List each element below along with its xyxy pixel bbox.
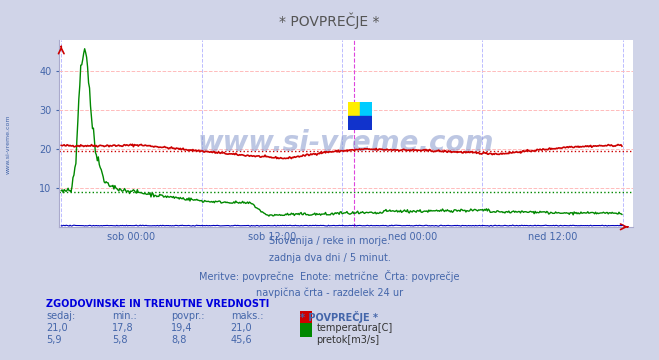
Text: povpr.:: povpr.: bbox=[171, 311, 205, 321]
Text: 5,9: 5,9 bbox=[46, 335, 62, 345]
Text: 19,4: 19,4 bbox=[171, 323, 193, 333]
Text: Slovenija / reke in morje.: Slovenija / reke in morje. bbox=[269, 236, 390, 246]
Text: ZGODOVINSKE IN TRENUTNE VREDNOSTI: ZGODOVINSKE IN TRENUTNE VREDNOSTI bbox=[46, 299, 270, 309]
Text: 21,0: 21,0 bbox=[231, 323, 252, 333]
Text: zadnja dva dni / 5 minut.: zadnja dva dni / 5 minut. bbox=[269, 253, 390, 263]
Text: min.:: min.: bbox=[112, 311, 137, 321]
Text: 5,8: 5,8 bbox=[112, 335, 128, 345]
Text: www.si-vreme.com: www.si-vreme.com bbox=[6, 114, 11, 174]
Text: temperatura[C]: temperatura[C] bbox=[316, 323, 393, 333]
Text: navpična črta - razdelek 24 ur: navpična črta - razdelek 24 ur bbox=[256, 288, 403, 298]
Text: * POVPREČJE *: * POVPREČJE * bbox=[279, 13, 380, 29]
Text: 21,0: 21,0 bbox=[46, 323, 68, 333]
Text: sedaj:: sedaj: bbox=[46, 311, 75, 321]
Text: Meritve: povprečne  Enote: metrične  Črta: povprečje: Meritve: povprečne Enote: metrične Črta:… bbox=[199, 270, 460, 282]
Text: 17,8: 17,8 bbox=[112, 323, 134, 333]
Text: pretok[m3/s]: pretok[m3/s] bbox=[316, 335, 380, 345]
Text: maks.:: maks.: bbox=[231, 311, 263, 321]
Text: 45,6: 45,6 bbox=[231, 335, 252, 345]
Text: 8,8: 8,8 bbox=[171, 335, 186, 345]
Text: * POVPREČJE *: * POVPREČJE * bbox=[300, 311, 378, 323]
Text: www.si-vreme.com: www.si-vreme.com bbox=[198, 129, 494, 157]
